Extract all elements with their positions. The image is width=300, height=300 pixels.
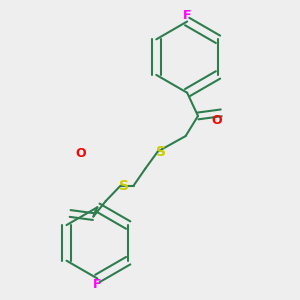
Text: S: S	[119, 178, 129, 193]
Text: F: F	[183, 9, 191, 22]
Text: F: F	[93, 278, 102, 291]
Text: O: O	[211, 114, 222, 127]
Text: O: O	[75, 147, 86, 160]
Text: S: S	[156, 145, 166, 158]
